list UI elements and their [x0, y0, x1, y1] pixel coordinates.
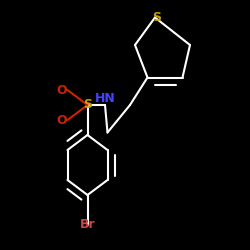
Text: O: O	[56, 84, 66, 96]
Text: Br: Br	[80, 218, 95, 232]
Text: O: O	[56, 114, 66, 126]
Text: HN: HN	[95, 92, 116, 105]
Text: S: S	[152, 11, 161, 24]
Text: S: S	[83, 98, 92, 112]
